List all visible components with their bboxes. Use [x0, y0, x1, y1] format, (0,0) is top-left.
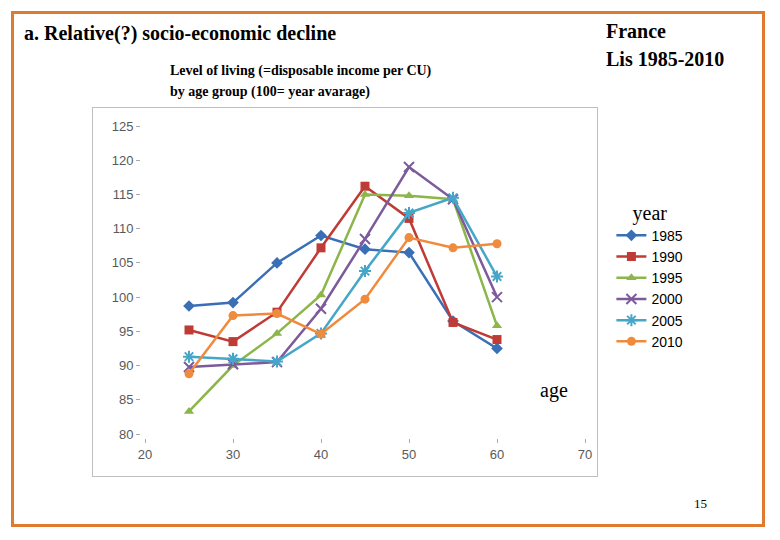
svg-text:1985: 1985	[651, 228, 682, 244]
svg-text:80: 80	[119, 427, 133, 442]
svg-text:105: 105	[112, 255, 134, 270]
svg-text:90: 90	[119, 358, 133, 373]
svg-text:100: 100	[112, 290, 134, 305]
html-text:Level of living (=disposable i: Level of living (=disposable income per …	[170, 63, 432, 78]
svg-text:115: 115	[113, 187, 134, 202]
svg-text:70: 70	[578, 447, 592, 462]
svg-text:85: 85	[119, 392, 133, 407]
svg-text:125: 125	[112, 119, 134, 134]
html-text:Lis 1985-2010: Lis 1985-2010	[606, 48, 725, 70]
svg-text:120: 120	[112, 153, 134, 168]
html-text:France: France	[606, 20, 666, 42]
html-text:a. Relative(?) socio-economic: a. Relative(?) socio-economic decline	[24, 22, 337, 44]
svg-text:40: 40	[314, 447, 328, 462]
svg-text:year: year	[633, 202, 668, 225]
svg-text:1995: 1995	[651, 270, 682, 286]
html-text:15: 15	[694, 496, 707, 511]
svg-text:2010: 2010	[651, 334, 682, 350]
svg-text:2005: 2005	[651, 313, 682, 329]
svg-text:60: 60	[490, 447, 504, 462]
svg-text:110: 110	[113, 221, 134, 236]
svg-text:50: 50	[402, 447, 416, 462]
svg-text:age: age	[540, 379, 568, 402]
svg-text:2000: 2000	[651, 291, 682, 307]
html-text:by age group (100= year avarag: by age group (100= year avarage)	[170, 84, 370, 99]
svg-text:20: 20	[138, 447, 152, 462]
svg-text:30: 30	[226, 447, 240, 462]
svg-text:95: 95	[119, 324, 133, 339]
svg-text:1990: 1990	[651, 249, 682, 265]
